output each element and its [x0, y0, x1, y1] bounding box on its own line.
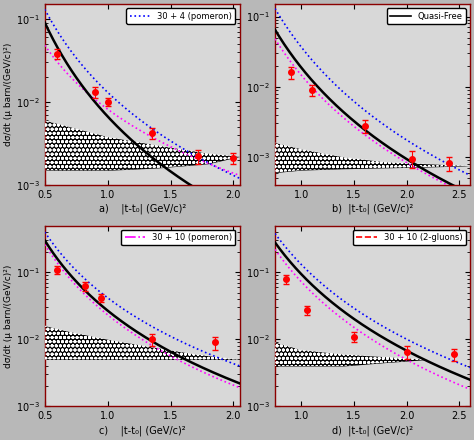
X-axis label: c)    |t-t₀| (GeV/c)²: c) |t-t₀| (GeV/c)²	[99, 425, 185, 436]
Legend: Quasi-Free: Quasi-Free	[386, 8, 465, 24]
Y-axis label: dσ/dt (μ barn/(GeV/c)²): dσ/dt (μ barn/(GeV/c)²)	[4, 43, 13, 146]
X-axis label: b)  |t-t₀| (GeV/c)²: b) |t-t₀| (GeV/c)²	[332, 204, 413, 214]
Legend: 30 + 10 (2-gluons): 30 + 10 (2-gluons)	[353, 230, 465, 246]
X-axis label: a)    |t-t₀| (GeV/c)²: a) |t-t₀| (GeV/c)²	[99, 204, 186, 214]
Y-axis label: dσ/dt (μ barn/(GeV/c)²): dσ/dt (μ barn/(GeV/c)²)	[4, 264, 13, 367]
Legend: 30 + 4 (pomeron): 30 + 4 (pomeron)	[127, 8, 236, 24]
X-axis label: d)  |t-t₀| (GeV/c)²: d) |t-t₀| (GeV/c)²	[332, 425, 413, 436]
Legend: 30 + 10 (pomeron): 30 + 10 (pomeron)	[121, 230, 236, 246]
